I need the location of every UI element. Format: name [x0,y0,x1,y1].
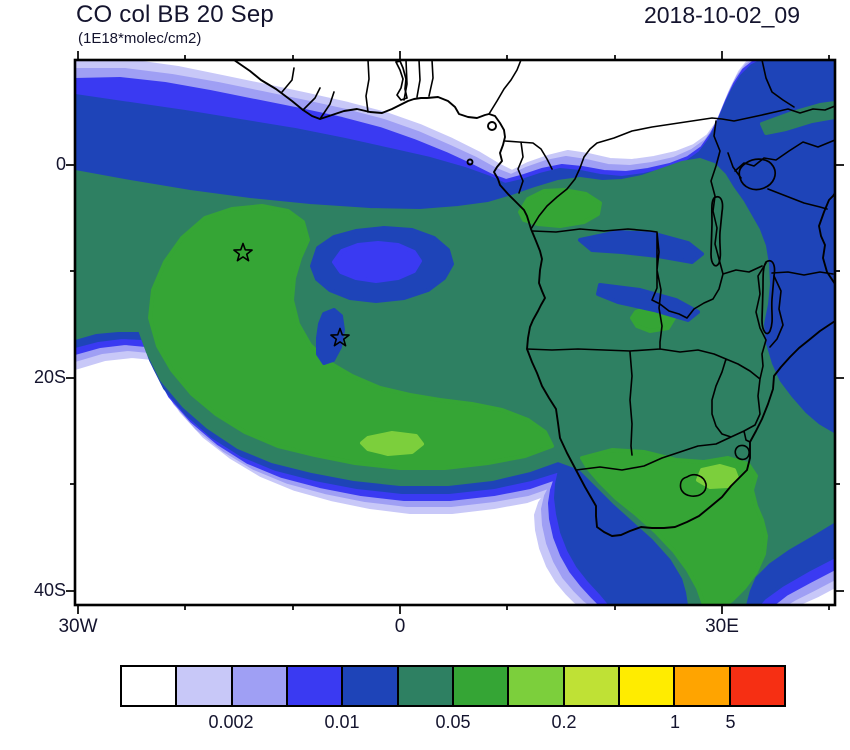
bioko-island [487,121,497,131]
colorbar-cell [341,667,397,705]
east-coast-segment [818,192,835,285]
plot-datetime: 2018-10-02_09 [643,2,800,28]
navy-wedge [316,308,345,365]
lakes [395,60,776,335]
contour-level-7b [696,464,739,489]
colorbar-tick-label: 0.05 [435,712,471,732]
tick-marks [66,51,844,614]
eye-pocket-blue [332,241,422,283]
country-borders [281,60,835,497]
plot-units-label: (1E18*molec/cm2) [78,30,202,47]
colorbar-cell [617,667,674,705]
colorbar-tick-label: 1 [669,712,681,732]
x-tick-label-30w: 30W [58,616,98,637]
colorbar-cell [673,667,729,705]
colorbar-tick-label: 5 [725,712,736,732]
colorbar-cell [285,667,342,705]
y-tick-label-0: 0 [55,154,66,174]
sao-tome-island [466,158,474,166]
star-marker-1 [233,242,253,262]
coastline [233,60,835,537]
plot-title: CO col BB 20 Sep [76,1,274,28]
lake-tanganyika [710,195,724,267]
lake-victoria [738,158,776,191]
colorbar-tick-label: 0.002 [208,712,254,732]
colorbar-cell [122,667,176,705]
colorbar-cell [507,667,563,705]
colorbar-cell [396,667,452,705]
colorbar-tick-label: 0.2 [551,712,577,732]
contour-level-7a [360,431,424,456]
teal-streak-ne [760,101,835,135]
colorbar-cell [562,667,618,705]
colorbar-cell [451,667,508,705]
colorbar-cell [728,667,784,705]
colorbar-labels: 0.002 0.01 0.05 0.2 1 5 [120,712,786,736]
x-tick-label-0: 0 [394,616,406,637]
colorbar [120,665,786,707]
contour-level-6 [148,204,554,470]
contour-level-6c [518,188,602,228]
star-marker-2 [330,327,350,347]
y-tick-label-20s: 20S [33,367,66,387]
colorbar-cell [175,667,231,705]
navy-streak-2 [596,283,700,322]
navy-streak-1 [578,230,704,264]
station-markers [233,242,350,347]
map-frame [73,58,837,607]
lake-malawi [761,259,776,335]
x-tick-label-30e: 30E [705,616,739,637]
africa-coastline [233,60,835,537]
geography [233,60,835,537]
colorbar-tick-label: 0.01 [324,712,360,732]
colorbar-cell [230,667,286,705]
y-tick-label-40s: 40S [33,580,66,600]
contour-field [75,60,835,605]
